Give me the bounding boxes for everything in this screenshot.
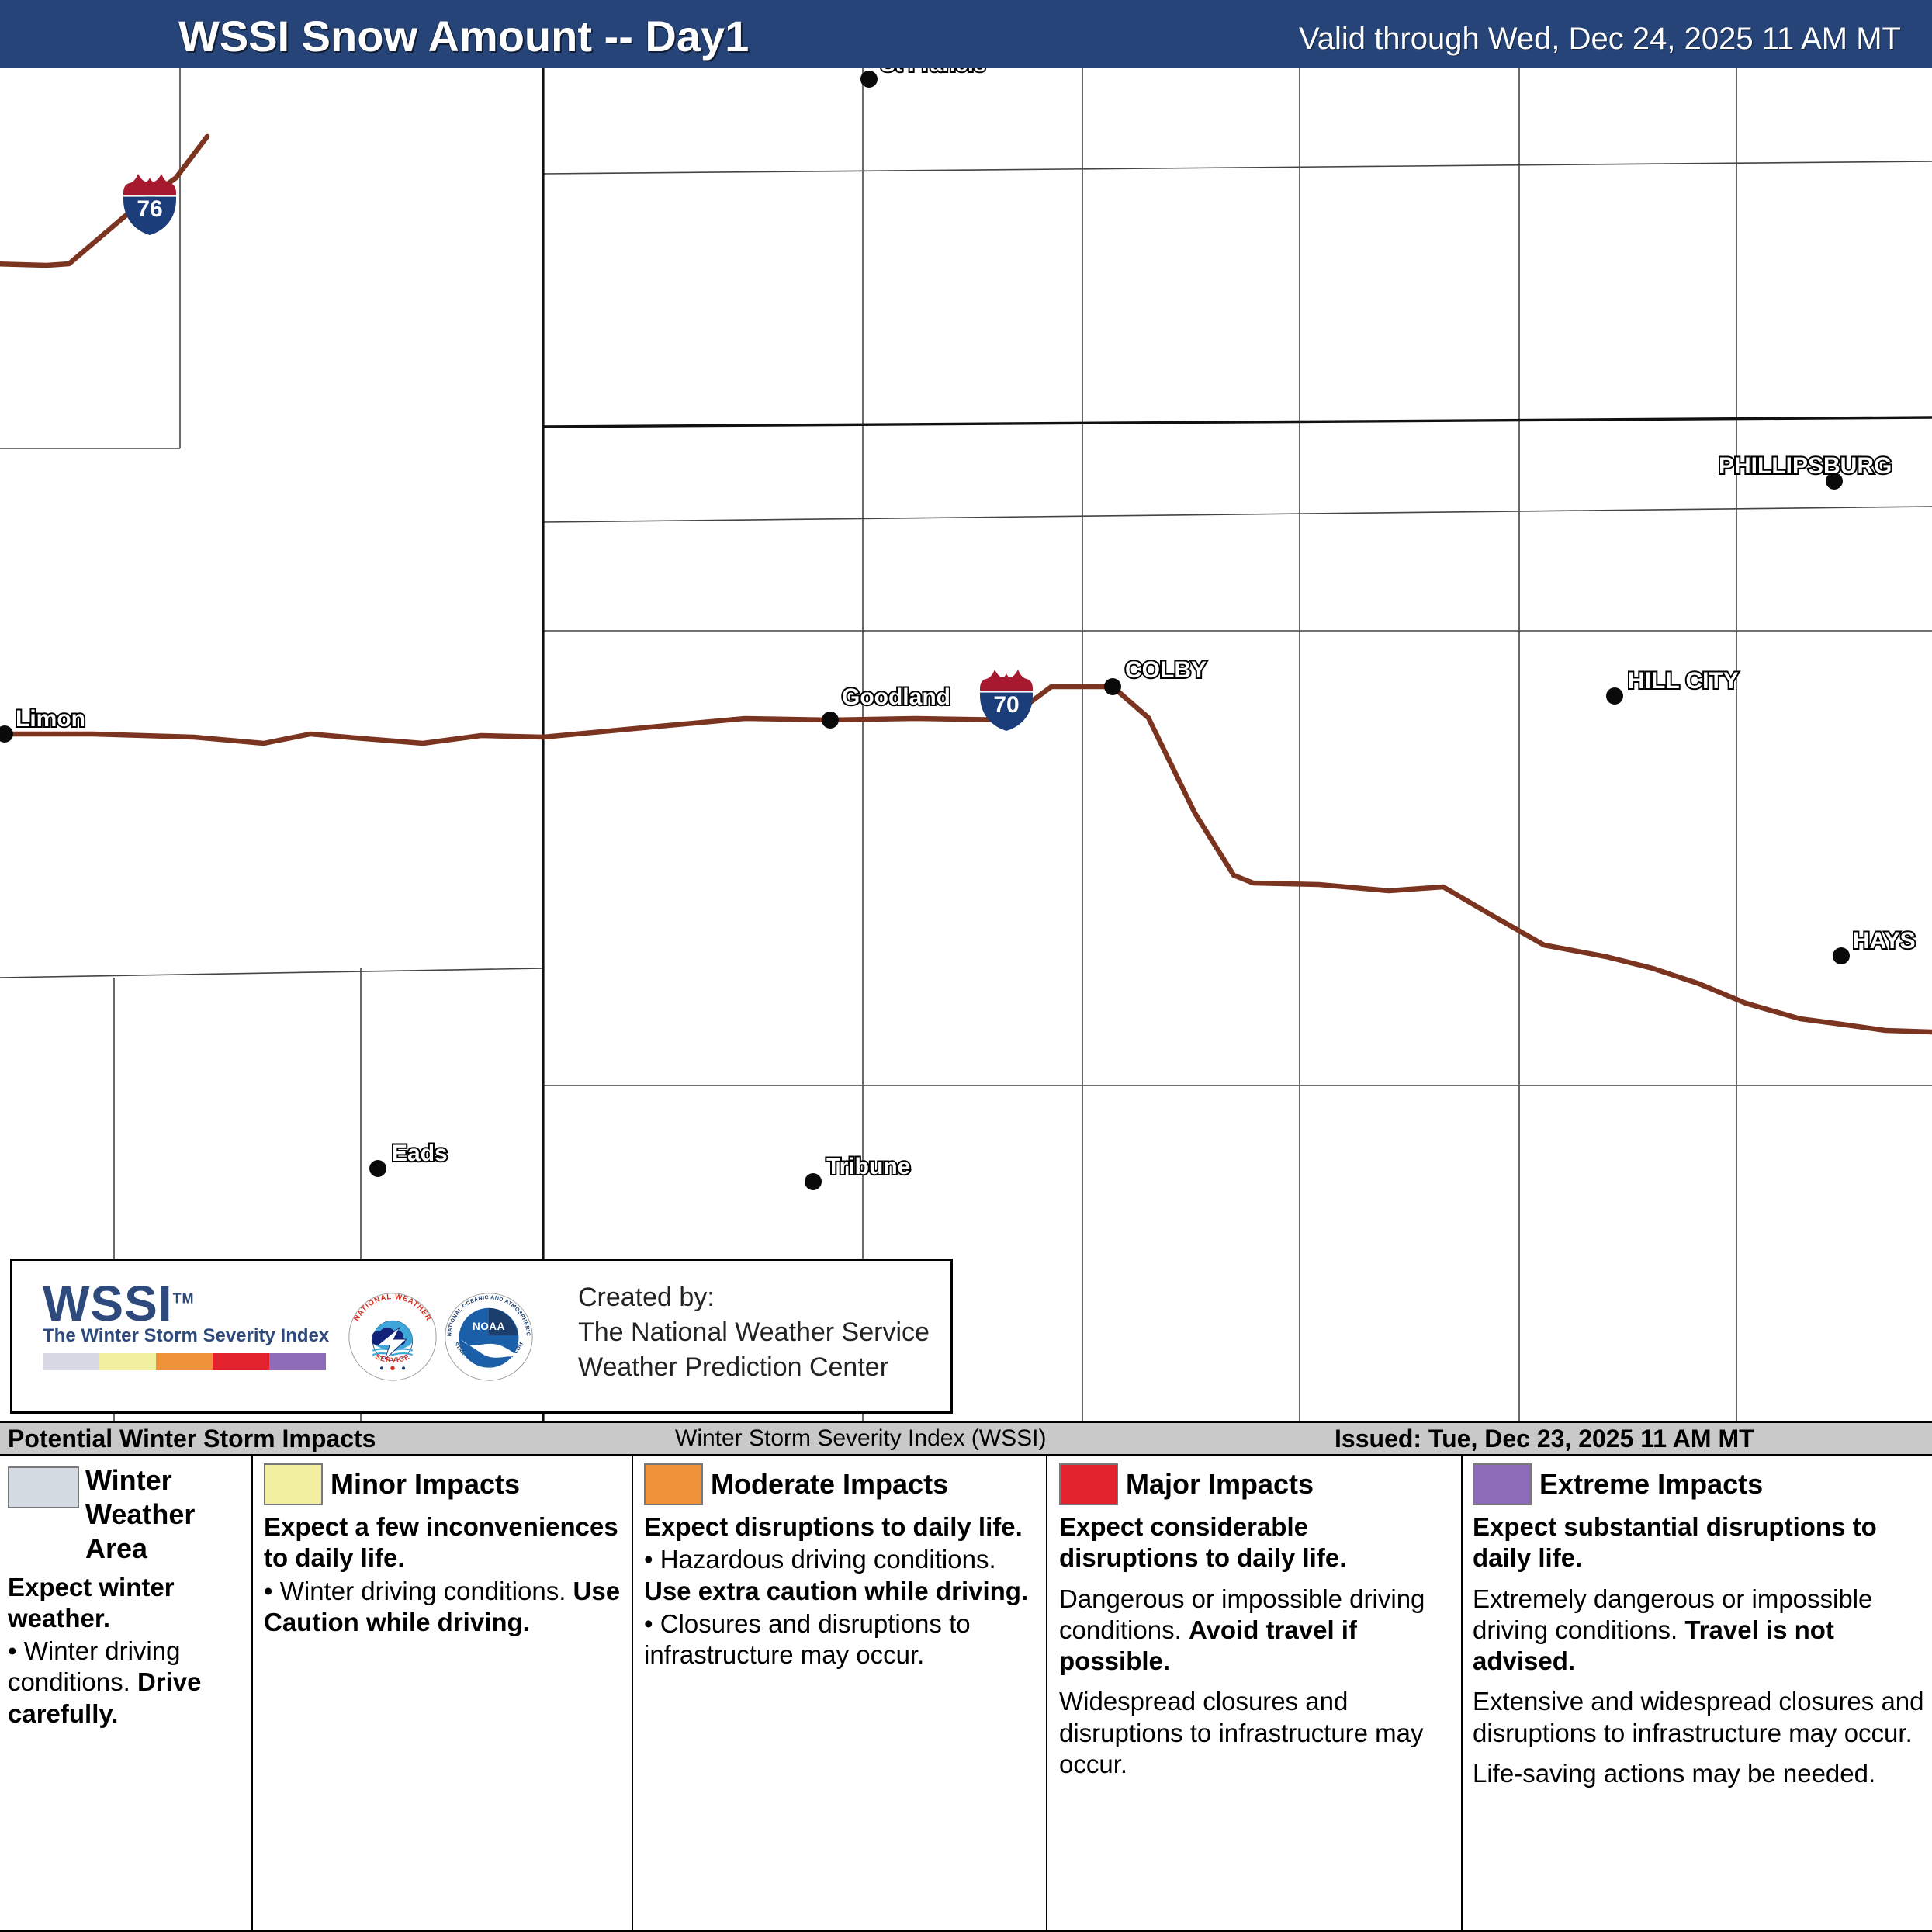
svg-text:St Francis: St Francis: [881, 68, 985, 76]
svg-text:Goodland: Goodland: [842, 684, 950, 710]
svg-text:HAYS: HAYS: [1853, 928, 1916, 954]
svg-text:HILL CITY: HILL CITY: [1628, 668, 1739, 694]
svg-text:Limon: Limon: [16, 706, 85, 732]
svg-text:Eads: Eads: [392, 1141, 448, 1166]
svg-text:NOAA: NOAA: [473, 1321, 505, 1332]
svg-text:PHILLIPSBURG: PHILLIPSBURG: [1719, 453, 1892, 479]
svg-text:COLBY: COLBY: [1125, 657, 1207, 683]
svg-text:Tribune: Tribune: [826, 1154, 910, 1179]
